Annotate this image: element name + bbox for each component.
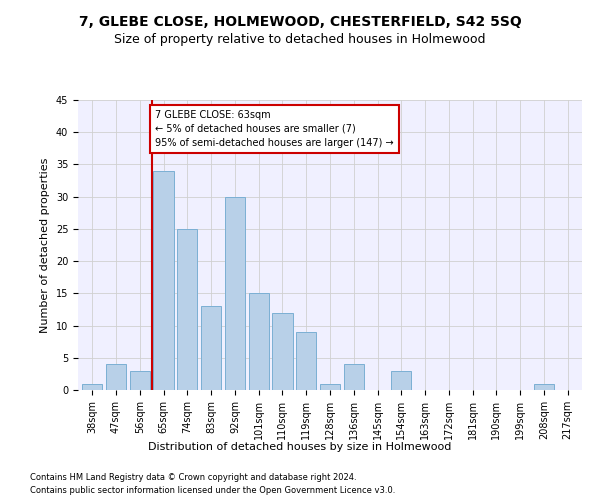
Y-axis label: Number of detached properties: Number of detached properties [40, 158, 50, 332]
Bar [534, 384, 554, 390]
Text: 7, GLEBE CLOSE, HOLMEWOOD, CHESTERFIELD, S42 5SQ: 7, GLEBE CLOSE, HOLMEWOOD, CHESTERFIELD,… [79, 15, 521, 29]
Bar [248, 294, 269, 390]
Bar [272, 312, 293, 390]
Text: Contains public sector information licensed under the Open Government Licence v3: Contains public sector information licen… [30, 486, 395, 495]
Bar [106, 364, 126, 390]
Text: Distribution of detached houses by size in Holmewood: Distribution of detached houses by size … [148, 442, 452, 452]
Bar [296, 332, 316, 390]
Bar [391, 370, 412, 390]
Bar [130, 370, 150, 390]
Bar [225, 196, 245, 390]
Text: Contains HM Land Registry data © Crown copyright and database right 2024.: Contains HM Land Registry data © Crown c… [30, 472, 356, 482]
Bar [82, 384, 103, 390]
Bar [320, 384, 340, 390]
Bar [344, 364, 364, 390]
Text: Size of property relative to detached houses in Holmewood: Size of property relative to detached ho… [114, 32, 486, 46]
Bar [201, 306, 221, 390]
Bar [177, 229, 197, 390]
Bar [154, 171, 173, 390]
Text: 7 GLEBE CLOSE: 63sqm
← 5% of detached houses are smaller (7)
95% of semi-detache: 7 GLEBE CLOSE: 63sqm ← 5% of detached ho… [155, 110, 394, 148]
